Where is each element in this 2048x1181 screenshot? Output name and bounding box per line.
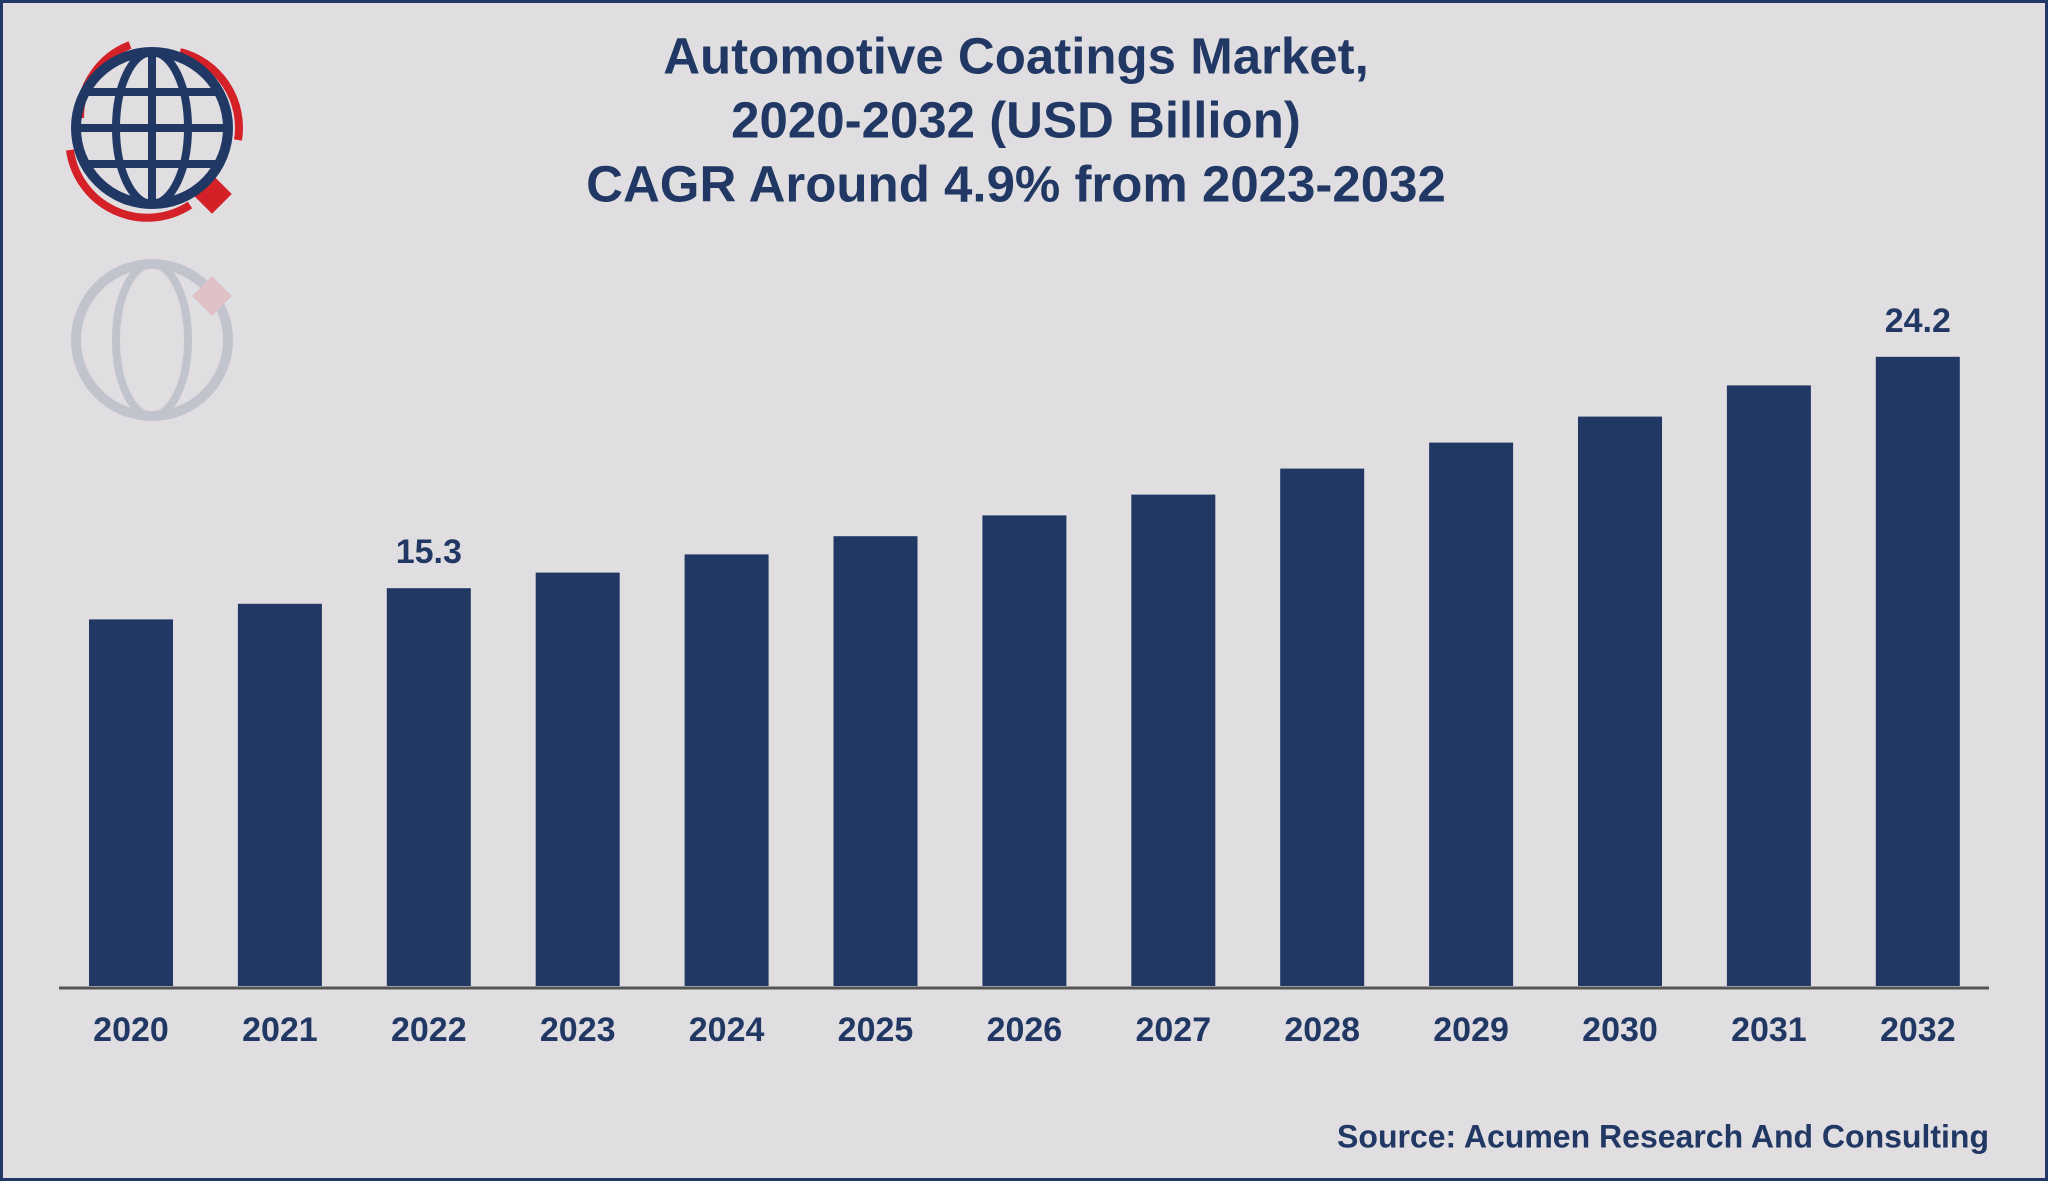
bar xyxy=(237,603,322,986)
x-tick-label: 2028 xyxy=(1284,1011,1360,1049)
x-tick-label: 2026 xyxy=(987,1011,1063,1049)
x-tick-label: 2027 xyxy=(1135,1011,1211,1049)
bar xyxy=(1429,442,1514,987)
bar xyxy=(684,554,769,986)
bar xyxy=(1578,416,1662,987)
source: Source: Acumen Research And Consulting xyxy=(1337,1118,1989,1154)
chart-title: Automotive Coatings Market, xyxy=(663,27,1369,84)
bar xyxy=(89,619,173,986)
bar xyxy=(833,536,918,986)
x-tick-label: 2024 xyxy=(689,1011,765,1049)
chart-title: 2020-2032 (USD Billion) xyxy=(731,91,1301,148)
x-tick-label: 2021 xyxy=(242,1011,318,1049)
bar xyxy=(1280,468,1365,987)
bar xyxy=(982,515,1067,986)
x-tick-label: 2030 xyxy=(1582,1011,1658,1049)
bar xyxy=(1131,494,1216,986)
bar xyxy=(535,572,620,986)
x-tick-label: 2023 xyxy=(540,1011,616,1049)
x-tick-label: 2022 xyxy=(391,1011,467,1049)
logo-reflection xyxy=(71,259,233,421)
x-tick-label: 2031 xyxy=(1731,1011,1807,1049)
bar xyxy=(1726,385,1811,986)
logo xyxy=(66,41,243,222)
chart-title: CAGR Around 4.9% from 2023-2032 xyxy=(586,155,1446,212)
x-tick-label: 2029 xyxy=(1433,1011,1509,1049)
x-tick-label: 2025 xyxy=(838,1011,914,1049)
x-tick-label: 2020 xyxy=(93,1011,169,1049)
bar xyxy=(1875,356,1960,986)
x-tick-label: 2032 xyxy=(1880,1011,1956,1049)
data-label: 24.2 xyxy=(1885,302,1951,340)
bar xyxy=(386,588,471,986)
data-label: 15.3 xyxy=(396,533,462,571)
